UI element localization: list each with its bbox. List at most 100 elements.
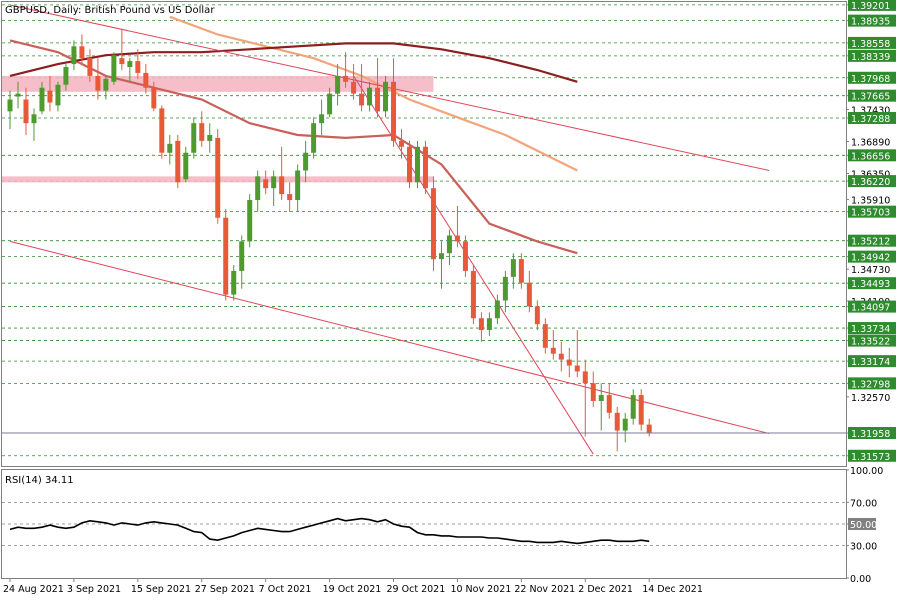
price-label-box [848, 49, 896, 62]
candlesticks [7, 28, 652, 452]
candle-body [646, 424, 652, 433]
candle-body [510, 259, 516, 277]
price-axis-label: 1.31958 [851, 429, 890, 440]
time-axis-label: 29 Oct 2021 [387, 584, 446, 595]
candle-body [454, 235, 460, 242]
price-label-box [848, 14, 896, 27]
price-axis-label: 1.34493 [851, 279, 890, 290]
time-axis-label: 3 Sep 2021 [67, 584, 121, 595]
price-label-box [848, 89, 896, 102]
price-label-box [848, 149, 896, 162]
price-label-box [848, 277, 896, 290]
candle-body [542, 324, 548, 348]
candle-body [79, 46, 85, 59]
candle-body [223, 217, 229, 295]
rsi-label-box [848, 518, 876, 530]
candle-body [47, 90, 53, 103]
candle-body [375, 87, 381, 112]
time-axis-label: 22 Nov 2021 [514, 584, 575, 595]
candle-body [327, 93, 333, 115]
candle-body [175, 140, 181, 183]
candle-body [287, 194, 293, 201]
price-label-box [848, 449, 896, 462]
candle-body [303, 152, 309, 171]
price-axis: 1.39201 1.38935 1.38558 1.38339 1.37968 1.376… [846, 0, 896, 463]
candle-body [263, 179, 269, 189]
candle-body [630, 395, 636, 419]
candle-body [534, 306, 540, 325]
candle-body [231, 270, 237, 295]
candle-body [111, 55, 117, 82]
time-axis-label: 15 Sep 2021 [131, 584, 191, 595]
candle-body [199, 123, 205, 141]
price-axis-label: 1.36656 [851, 151, 890, 162]
rsi-axis-label: 30.00 [850, 542, 877, 553]
rsi-axis-label: 0.00 [850, 574, 871, 585]
price-axis-label: 1.36220 [851, 177, 890, 188]
candle-body [478, 318, 484, 331]
candle-body [407, 146, 412, 183]
price-axis-label: 1.38339 [851, 52, 890, 63]
candle-body [582, 371, 588, 384]
trendline [9, 4, 770, 171]
price-axis-label: 1.34942 [851, 253, 890, 264]
price-label-box [848, 250, 896, 263]
candle-body [311, 123, 317, 153]
price-axis-label: 1.34097 [851, 303, 890, 314]
candle-body [247, 200, 253, 242]
candle-body [422, 146, 428, 189]
candle-body [383, 81, 389, 112]
candle-body [63, 67, 69, 85]
price-label-box [848, 175, 896, 188]
price-axis-label: 1.37665 [851, 92, 890, 103]
rsi-axis-label: 100.00 [850, 466, 883, 477]
candle-body [119, 58, 125, 65]
price-label-box [848, 234, 896, 247]
candle-body [486, 318, 492, 331]
price-label-box [848, 427, 896, 440]
time-axis-label: 27 Sep 2021 [195, 584, 255, 595]
rsi-line [9, 517, 650, 545]
price-label-box [848, 0, 896, 11]
candle-body [550, 347, 556, 354]
candle-body [622, 418, 628, 431]
candle-body [151, 87, 157, 109]
candle-body [558, 353, 564, 360]
candle-body [606, 395, 612, 413]
price-axis-label: 1.36350 [851, 169, 890, 180]
rsi-title: RSI(14) 34.11 [5, 475, 74, 486]
candle-body [399, 140, 405, 147]
time-axis: 24 Aug 2021 3 Sep 2021 15 Sep 2021 27 Sep 2… [3, 578, 703, 595]
candle-body [127, 61, 133, 68]
price-axis-label: 1.37288 [851, 114, 890, 125]
candle-body [207, 134, 213, 141]
candle-body [598, 395, 604, 401]
price-axis-label: 1.34730 [851, 265, 890, 276]
candle-body [367, 87, 373, 106]
candle-body [55, 84, 61, 106]
price-axis-label: 1.33522 [851, 337, 890, 348]
price-axis-label: 1.39201 [851, 1, 890, 12]
time-axis-label: 10 Nov 2021 [450, 584, 511, 595]
candle-body [462, 241, 468, 271]
candle-body [614, 412, 620, 431]
candle-body [31, 114, 37, 124]
price-axis-label: 1.35910 [851, 195, 890, 206]
candle-body [590, 383, 596, 401]
price-label-box [848, 322, 896, 335]
price-label-box [848, 355, 896, 368]
candle-body [638, 395, 644, 425]
candle-body [39, 87, 45, 112]
candle-body [71, 46, 77, 65]
candle-body [359, 93, 365, 106]
candle-body [438, 253, 444, 260]
candle-body [518, 259, 524, 283]
candle-body [446, 235, 452, 254]
candle-body [295, 170, 301, 201]
candle-body [23, 99, 29, 124]
price-zone [2, 75, 434, 92]
candle-body [319, 114, 325, 124]
time-axis-label: 14 Dec 2021 [642, 584, 703, 595]
